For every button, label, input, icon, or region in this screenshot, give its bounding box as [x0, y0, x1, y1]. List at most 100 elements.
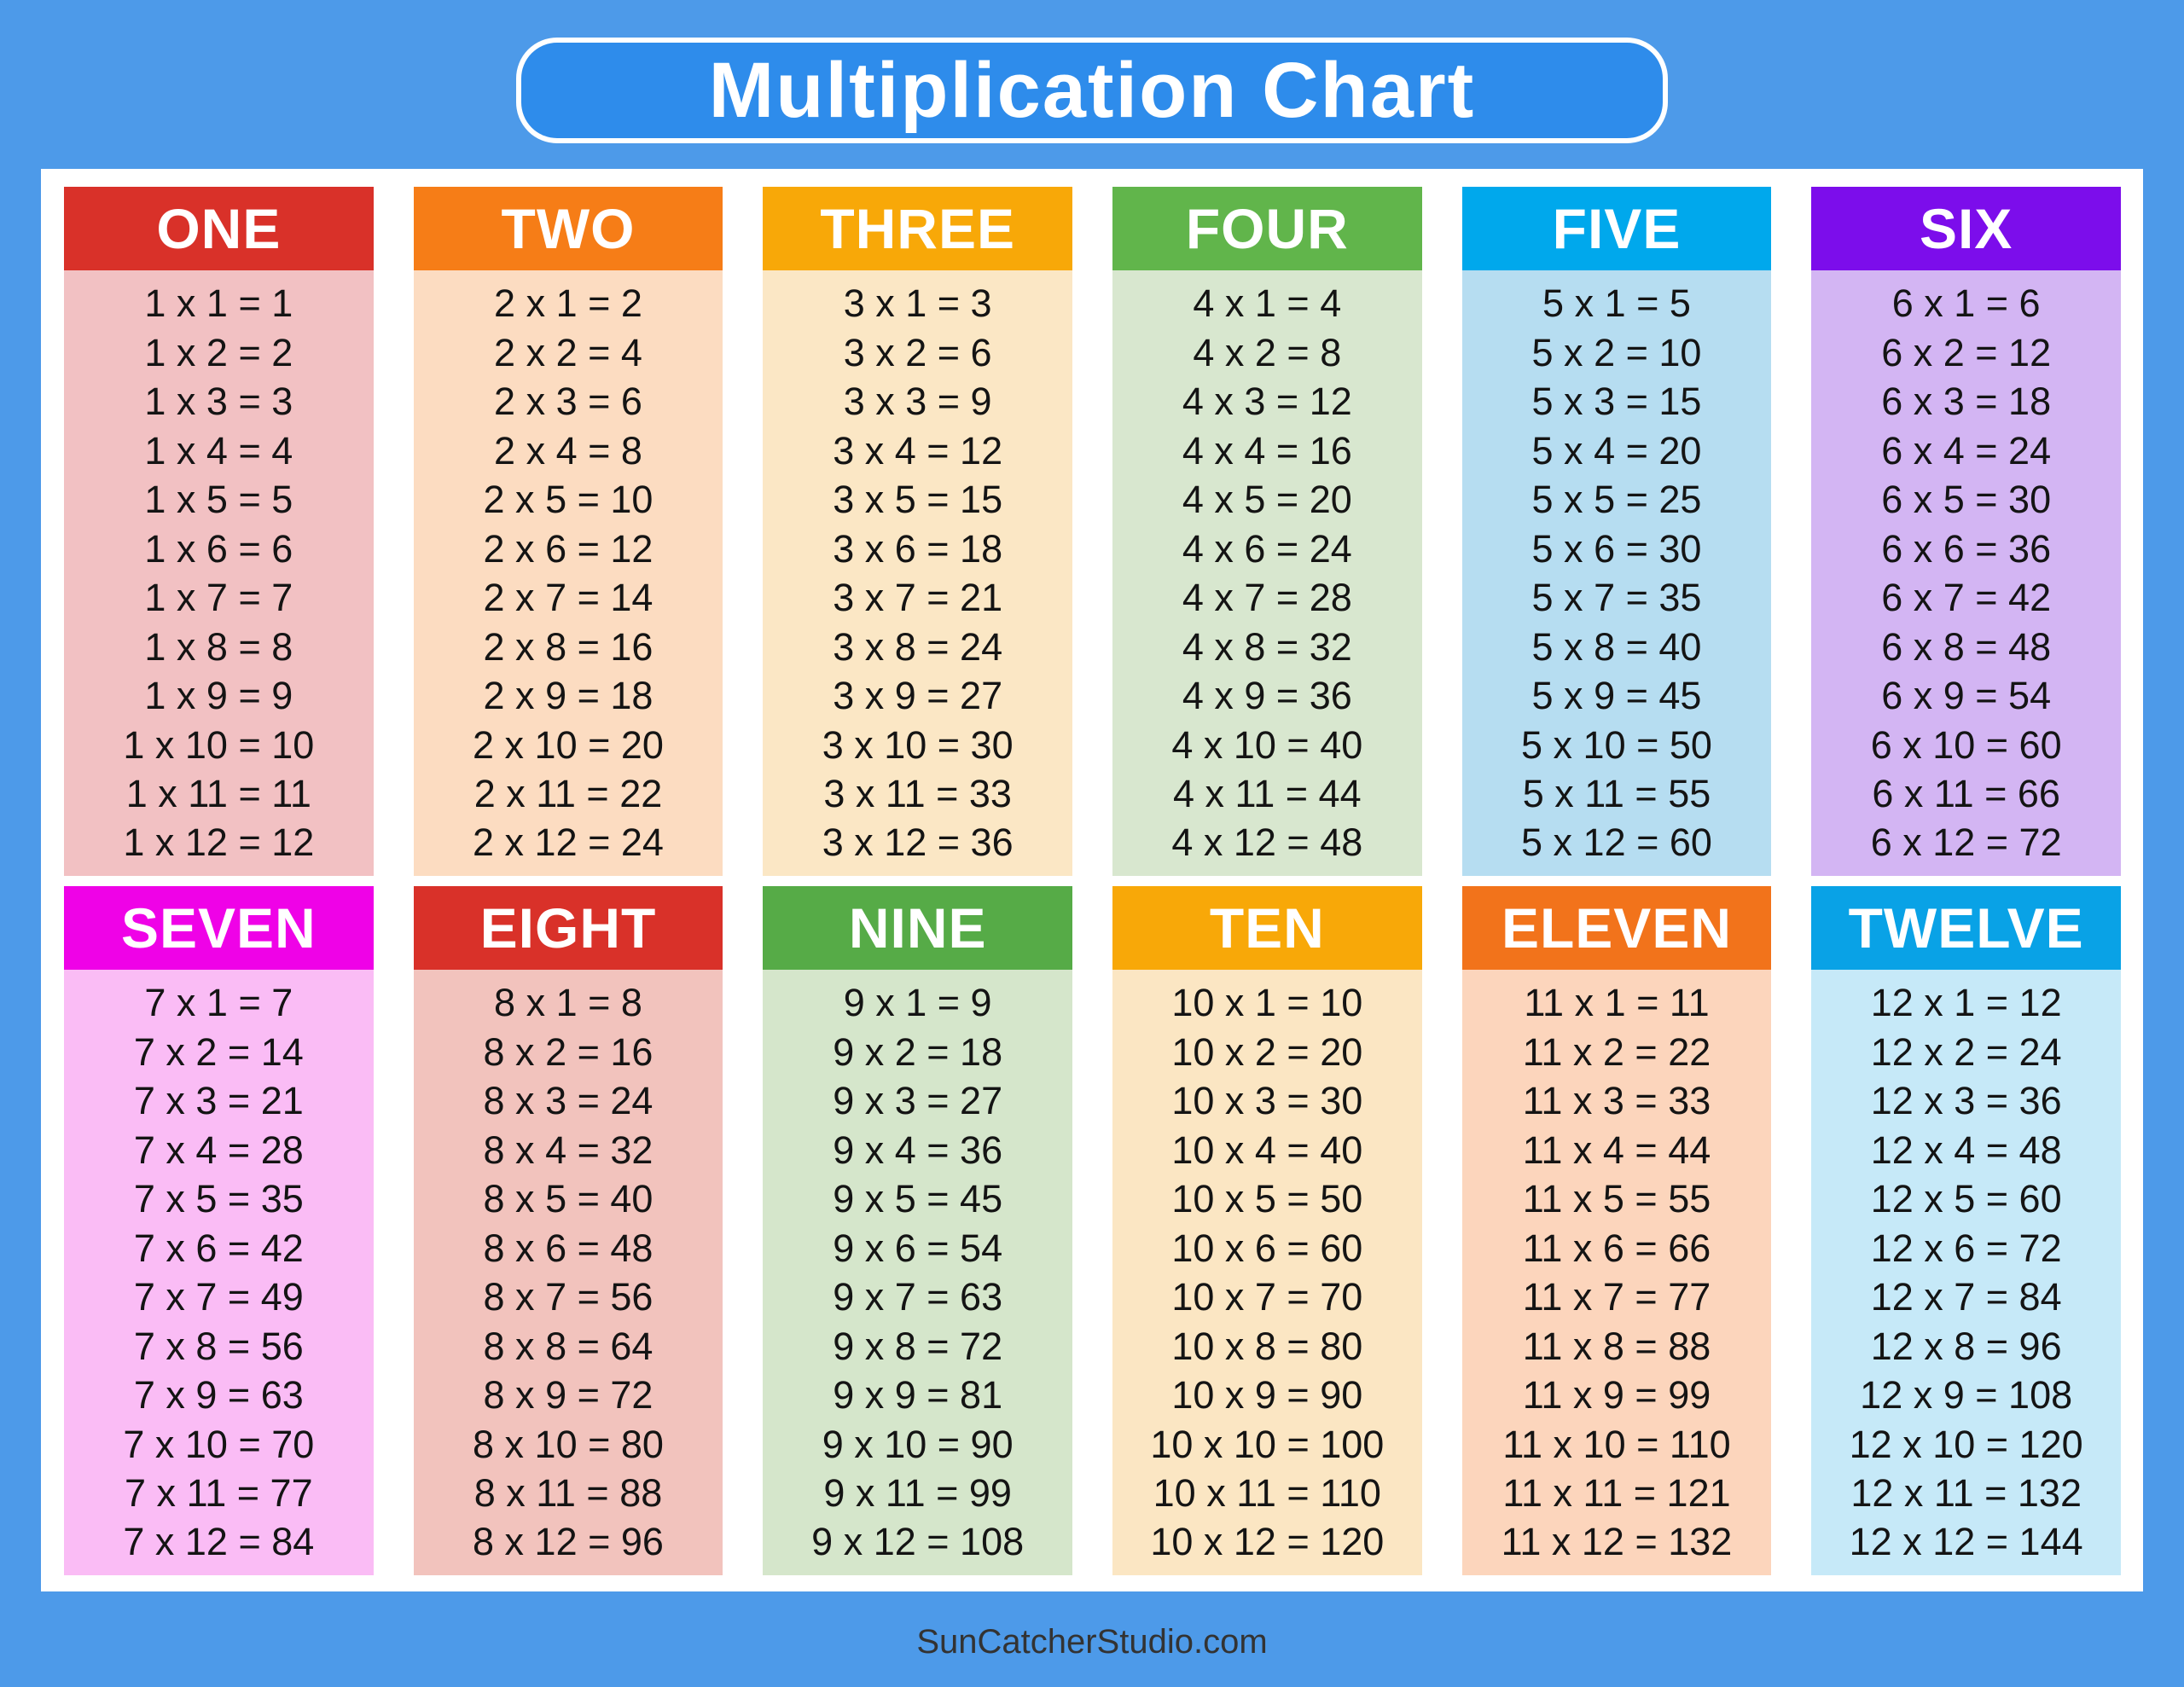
- fact-row: 3 x 1 = 3: [843, 281, 992, 326]
- fact-row: 12 x 11 = 132: [1850, 1470, 2082, 1515]
- fact-row: 9 x 6 = 54: [833, 1226, 1003, 1270]
- fact-row: 12 x 8 = 96: [1870, 1324, 2062, 1368]
- fact-row: 11 x 6 = 66: [1522, 1226, 1711, 1270]
- fact-row: 8 x 12 = 96: [473, 1520, 664, 1564]
- fact-row: 11 x 5 = 55: [1522, 1177, 1711, 1221]
- fact-row: 3 x 11 = 33: [823, 771, 1012, 815]
- fact-row: 6 x 3 = 18: [1881, 380, 2052, 424]
- fact-row: 6 x 8 = 48: [1881, 624, 2052, 669]
- fact-row: 5 x 5 = 25: [1531, 478, 1702, 522]
- fact-row: 12 x 2 = 24: [1870, 1029, 2062, 1074]
- fact-row: 9 x 2 = 18: [833, 1029, 1003, 1074]
- fact-row: 7 x 6 = 42: [133, 1226, 304, 1270]
- fact-row: 5 x 10 = 50: [1521, 722, 1712, 767]
- fact-row: 11 x 7 = 77: [1522, 1275, 1711, 1319]
- fact-row: 7 x 9 = 63: [133, 1373, 304, 1417]
- fact-row: 2 x 5 = 10: [483, 478, 653, 522]
- fact-row: 6 x 7 = 42: [1881, 576, 2052, 620]
- fact-row: 1 x 7 = 7: [144, 576, 293, 620]
- fact-row: 9 x 3 = 27: [833, 1079, 1003, 1123]
- fact-row: 1 x 12 = 12: [123, 820, 315, 865]
- fact-row: 6 x 1 = 6: [1891, 281, 2041, 326]
- fact-row: 3 x 9 = 27: [833, 674, 1003, 718]
- fact-row: 8 x 5 = 40: [483, 1177, 653, 1221]
- fact-row: 4 x 7 = 28: [1182, 576, 1352, 620]
- fact-row: 3 x 5 = 15: [833, 478, 1003, 522]
- fact-row: 10 x 11 = 110: [1153, 1470, 1381, 1515]
- table-header-three: THREE: [763, 187, 1072, 270]
- fact-row: 4 x 2 = 8: [1193, 330, 1342, 374]
- title-banner: Multiplication Chart: [516, 38, 1668, 143]
- fact-row: 7 x 5 = 35: [133, 1177, 304, 1221]
- page-title: Multiplication Chart: [708, 46, 1476, 134]
- fact-row: 7 x 4 = 28: [133, 1128, 304, 1172]
- fact-row: 5 x 6 = 30: [1531, 526, 1702, 571]
- fact-row: 6 x 6 = 36: [1881, 526, 2052, 571]
- fact-row: 6 x 5 = 30: [1881, 478, 2052, 522]
- fact-row: 10 x 3 = 30: [1171, 1079, 1363, 1123]
- fact-row: 9 x 12 = 108: [811, 1520, 1025, 1564]
- fact-row: 4 x 8 = 32: [1182, 624, 1352, 669]
- fact-row: 6 x 12 = 72: [1870, 820, 2062, 865]
- fact-row: 2 x 6 = 12: [483, 526, 653, 571]
- fact-row: 11 x 1 = 11: [1524, 981, 1710, 1025]
- fact-row: 1 x 3 = 3: [144, 380, 293, 424]
- fact-row: 3 x 7 = 21: [833, 576, 1003, 620]
- fact-row: 12 x 4 = 48: [1870, 1128, 2062, 1172]
- fact-row: 11 x 12 = 132: [1501, 1520, 1733, 1564]
- fact-row: 7 x 10 = 70: [123, 1422, 315, 1466]
- fact-row: 11 x 8 = 88: [1522, 1324, 1711, 1368]
- table-header-twelve: TWELVE: [1811, 886, 2121, 970]
- fact-row: 6 x 10 = 60: [1870, 722, 2062, 767]
- fact-row: 5 x 8 = 40: [1531, 624, 1702, 669]
- fact-row: 10 x 1 = 10: [1171, 981, 1363, 1025]
- fact-row: 6 x 9 = 54: [1881, 674, 2052, 718]
- fact-row: 9 x 8 = 72: [833, 1324, 1003, 1368]
- fact-row: 9 x 9 = 81: [833, 1373, 1003, 1417]
- fact-row: 3 x 3 = 9: [843, 380, 992, 424]
- fact-row: 3 x 2 = 6: [843, 330, 992, 374]
- fact-row: 9 x 7 = 63: [833, 1275, 1003, 1319]
- fact-row: 2 x 1 = 2: [494, 281, 642, 326]
- fact-row: 8 x 1 = 8: [494, 981, 642, 1025]
- footer-credit: SunCatcherStudio.com: [916, 1623, 1268, 1661]
- fact-row: 6 x 4 = 24: [1881, 428, 2052, 472]
- fact-row: 2 x 10 = 20: [473, 722, 664, 767]
- fact-row: 1 x 6 = 6: [144, 526, 293, 571]
- fact-row: 5 x 4 = 20: [1531, 428, 1702, 472]
- fact-row: 11 x 10 = 110: [1502, 1422, 1731, 1466]
- fact-row: 5 x 7 = 35: [1531, 576, 1702, 620]
- fact-row: 5 x 11 = 55: [1522, 771, 1711, 815]
- table-header-two: TWO: [413, 187, 723, 270]
- fact-row: 5 x 12 = 60: [1521, 820, 1712, 865]
- table-header-eleven: ELEVEN: [1461, 886, 1772, 970]
- table-header-ten: TEN: [1112, 886, 1422, 970]
- table-column-ten: TEN 10 x 1 = 10 10 x 2 = 20 10 x 3 = 30 10 x…: [1112, 886, 1422, 1575]
- fact-row: 7 x 7 = 49: [133, 1275, 304, 1319]
- fact-row: 8 x 6 = 48: [483, 1226, 653, 1270]
- fact-row: 4 x 1 = 4: [1193, 281, 1342, 326]
- fact-row: 10 x 5 = 50: [1171, 1177, 1363, 1221]
- fact-row: 10 x 7 = 70: [1171, 1275, 1363, 1319]
- fact-row: 11 x 4 = 44: [1522, 1128, 1711, 1172]
- fact-row: 8 x 11 = 88: [473, 1470, 663, 1515]
- fact-row: 6 x 2 = 12: [1881, 330, 2052, 374]
- fact-row: 12 x 1 = 12: [1870, 981, 2062, 1025]
- fact-row: 6 x 11 = 66: [1872, 771, 2060, 815]
- fact-row: 4 x 9 = 36: [1182, 674, 1352, 718]
- table-body-eleven: 11 x 1 = 11 11 x 2 = 22 11 x 3 = 33 11 x 4 …: [1461, 970, 1772, 1575]
- fact-row: 10 x 8 = 80: [1171, 1324, 1363, 1368]
- fact-row: 7 x 11 = 77: [125, 1470, 313, 1515]
- table-header-seven: SEVEN: [64, 886, 374, 970]
